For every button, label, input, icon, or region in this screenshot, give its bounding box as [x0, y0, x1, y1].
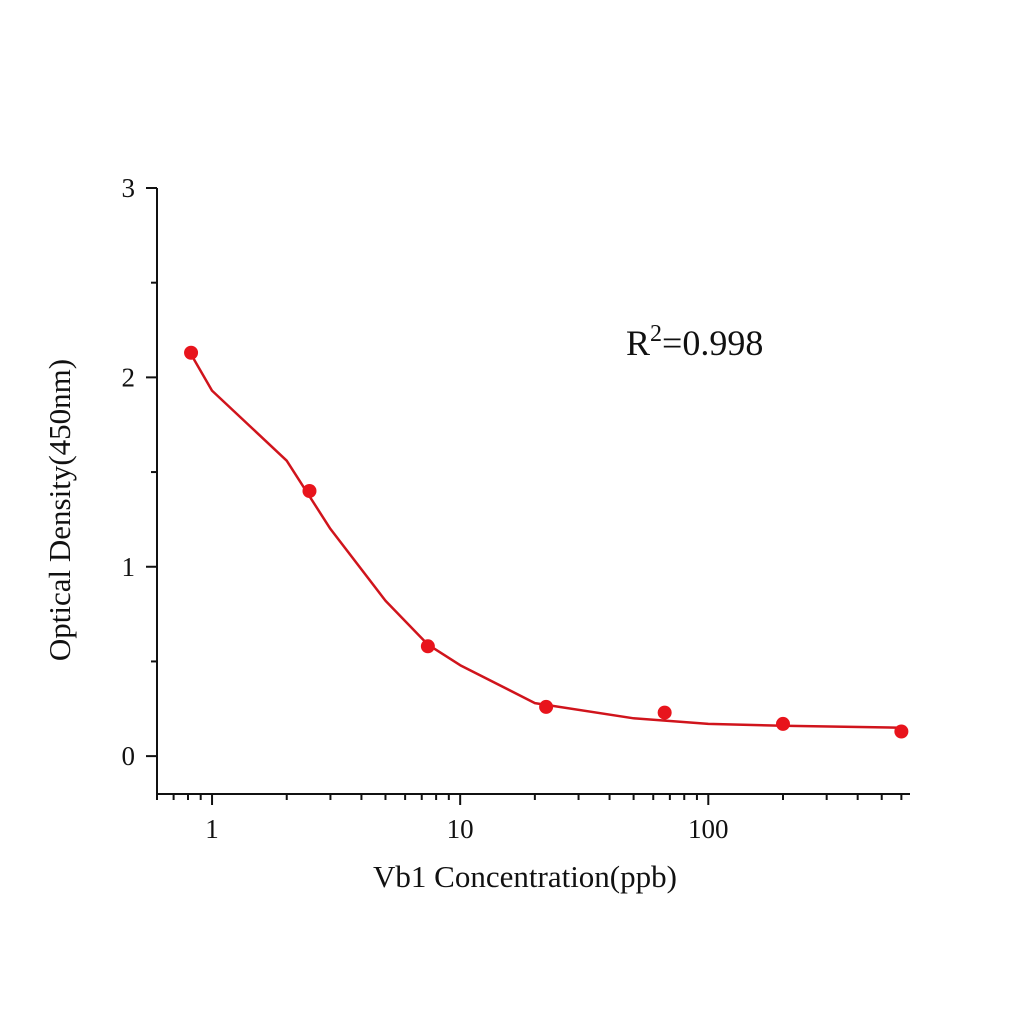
annotation-text: =0.998: [662, 323, 763, 363]
data-point: [894, 724, 909, 739]
fit-curve: [186, 348, 902, 729]
data-point: [420, 639, 435, 654]
x-tick-label: 1: [205, 814, 219, 844]
y-tick-label: 3: [122, 173, 136, 203]
data-point: [302, 484, 317, 498]
annotation-sup: 2: [650, 321, 662, 347]
y-tick-label: 0: [122, 741, 136, 771]
y-axis-title: Optical Density(450nm): [42, 359, 77, 661]
annotation-text: R: [626, 323, 650, 363]
data-point: [657, 705, 672, 720]
x-axis-title: Vb1 Concentration(ppb): [373, 859, 677, 894]
data-point: [184, 345, 199, 360]
data-point: [775, 716, 790, 731]
r-squared: R2=0.998: [626, 321, 763, 363]
y-tick-label: 2: [122, 362, 136, 392]
data-point: [539, 699, 554, 714]
y-tick-label: 1: [122, 552, 136, 582]
x-tick-label: 100: [688, 814, 729, 844]
x-tick-label: 10: [447, 814, 474, 844]
